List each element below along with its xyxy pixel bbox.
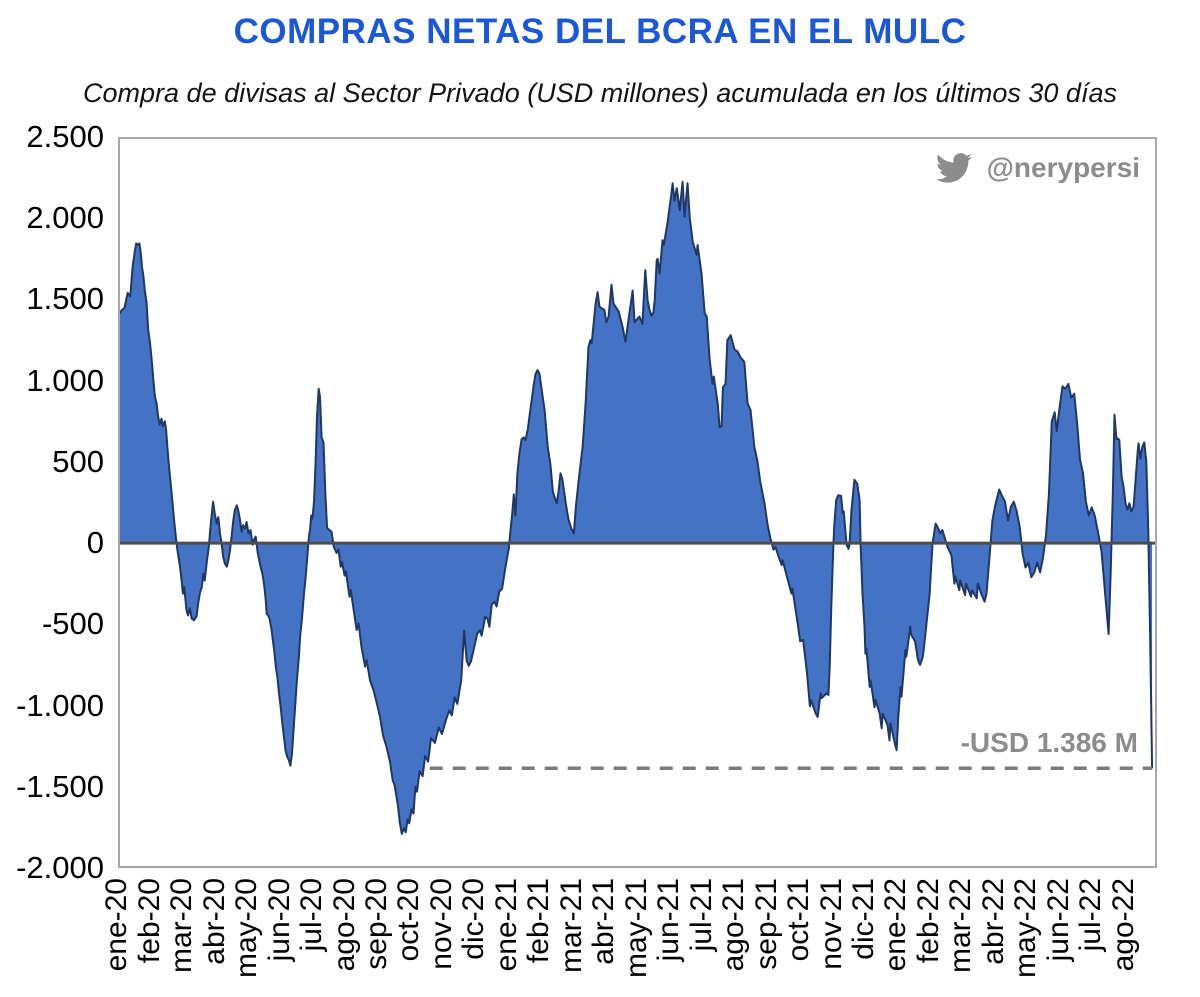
chart-subtitle: Compra de divisas al Sector Privado (USD… xyxy=(83,78,1117,108)
x-tick-label: ago-21 xyxy=(717,878,751,972)
x-tick-label: may-22 xyxy=(1009,878,1043,979)
x-tick-label: dic-20 xyxy=(457,878,491,960)
area-series-line xyxy=(117,180,1154,835)
y-tick-label: -1.500 xyxy=(16,768,104,804)
last-value-annotation: -USD 1.386 M xyxy=(960,727,1138,758)
x-tick-label: ene-21 xyxy=(489,878,523,972)
y-tick-label: 0 xyxy=(86,525,104,561)
twitter-bird-icon xyxy=(935,153,972,183)
x-tick-label: jun-21 xyxy=(652,878,686,962)
twitter-handle: @nerypersi xyxy=(986,152,1140,183)
x-tick-label: abr-20 xyxy=(197,878,231,965)
y-tick-label: 1.000 xyxy=(26,362,104,398)
x-tick-label: may-20 xyxy=(230,878,264,979)
x-tick-label: ene-22 xyxy=(879,878,913,972)
plot-area xyxy=(117,137,1157,868)
x-tick-label: nov-20 xyxy=(424,878,458,970)
y-tick-label: 2.500 xyxy=(26,119,104,154)
x-tick-label: sep-21 xyxy=(749,878,783,970)
x-tick-label: feb-22 xyxy=(911,878,945,964)
x-tick-label: ene-20 xyxy=(100,878,134,972)
x-tick-label: may-21 xyxy=(619,878,653,979)
x-tick-label: feb-20 xyxy=(132,878,166,964)
x-tick-label: nov-21 xyxy=(814,878,848,970)
x-tick-label: abr-21 xyxy=(587,878,621,965)
y-tick-label: 500 xyxy=(52,443,104,479)
x-tick-label: jun-22 xyxy=(1041,878,1075,962)
x-tick-label: jul-20 xyxy=(295,878,329,952)
x-tick-label: dic-21 xyxy=(847,878,881,960)
plot-border xyxy=(118,137,1157,868)
area-series-fill xyxy=(118,181,1153,834)
y-tick-label: -500 xyxy=(41,606,104,642)
area-chart xyxy=(117,137,1157,868)
y-tick-label: 1.500 xyxy=(26,281,104,317)
chart-title: COMPRAS NETAS DEL BCRA EN EL MULC xyxy=(233,12,967,51)
x-tick-label: jun-20 xyxy=(262,878,296,962)
y-tick-label: 2.000 xyxy=(26,200,104,236)
x-tick-label: oct-21 xyxy=(782,878,816,962)
x-tick-label: jul-22 xyxy=(1074,878,1108,952)
x-tick-label: abr-22 xyxy=(976,878,1010,965)
x-tick-label: mar-22 xyxy=(944,878,978,974)
x-tick-label: jul-21 xyxy=(684,878,718,952)
x-tick-label: mar-21 xyxy=(554,878,588,974)
x-tick-label: mar-20 xyxy=(165,878,199,974)
x-tick-label: ago-20 xyxy=(327,878,361,972)
x-tick-label: ago-22 xyxy=(1106,878,1140,972)
x-tick-label: feb-21 xyxy=(522,878,556,964)
y-tick-label: -2.000 xyxy=(16,850,104,885)
y-tick-label: -1.000 xyxy=(16,687,104,723)
x-tick-label: sep-20 xyxy=(359,878,393,970)
x-tick-label: oct-20 xyxy=(392,878,426,962)
twitter-attribution: @nerypersi xyxy=(933,150,1140,186)
